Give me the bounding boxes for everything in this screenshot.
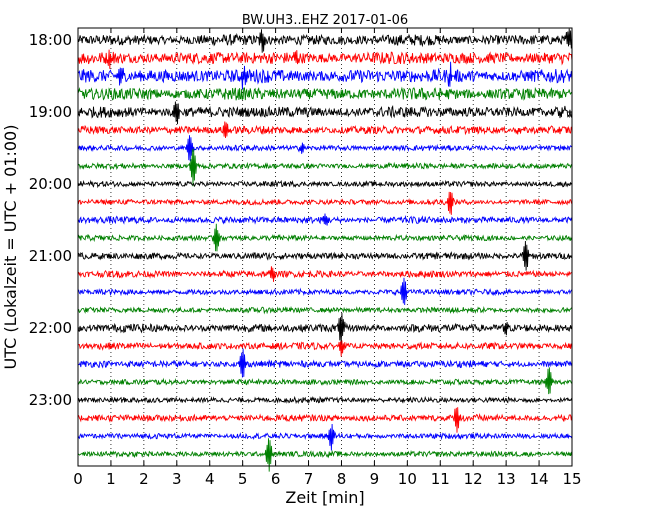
x-axis: 0 1 2 3 4 5 6 7 8 9 10 11 12 13 14 15 — [73, 28, 582, 488]
x-tick-label: 2 — [139, 470, 149, 488]
x-tick-label: 8 — [337, 470, 347, 488]
y-tick-label: 22:00 — [29, 319, 72, 337]
x-tick-label: 13 — [497, 470, 516, 488]
trace-20-30 — [77, 213, 573, 226]
y-tick-label: 21:00 — [29, 247, 72, 265]
y-tick-label: 20:00 — [29, 175, 72, 193]
trace-20-15 — [77, 191, 573, 215]
trace-23-30 — [77, 423, 573, 451]
trace-21-45 — [78, 305, 573, 315]
x-tick-label: 15 — [562, 470, 581, 488]
trace-22-00 — [77, 312, 573, 346]
y-tick-label: 23:00 — [29, 391, 72, 409]
x-tick-label: 4 — [205, 470, 215, 488]
y-axis-label: UTC (Lokalzeit = UTC + 01:00) — [1, 125, 20, 370]
trace-21-30 — [77, 277, 573, 306]
trace-22-15 — [77, 340, 573, 357]
trace-18-00 — [77, 28, 573, 53]
trace-21-00 — [77, 240, 573, 271]
trace-18-15 — [77, 49, 573, 69]
trace-21-15 — [77, 266, 573, 282]
x-tick-label: 0 — [73, 470, 83, 488]
trace-22-45 — [77, 367, 573, 395]
chart-title: BW.UH3..EHZ 2017-01-06 — [242, 13, 408, 28]
x-tick-label: 3 — [172, 470, 182, 488]
trace-19-00 — [77, 101, 573, 125]
y-axis: 18:00 19:00 20:00 21:00 22:00 23:00 — [29, 31, 572, 409]
x-tick-label: 14 — [530, 470, 549, 488]
x-tick-label: 10 — [398, 470, 417, 488]
plot-frame — [77, 27, 573, 467]
x-axis-label: Zeit [min] — [285, 488, 364, 507]
y-tick-label: 18:00 — [29, 31, 72, 49]
trace-19-45 — [77, 148, 573, 187]
trace-19-15 — [77, 121, 573, 139]
trace-23-15 — [77, 407, 573, 433]
trace-18-30 — [77, 61, 573, 90]
x-tick-label: 9 — [370, 470, 380, 488]
x-tick-label: 12 — [464, 470, 483, 488]
trace-23-45 — [77, 438, 573, 472]
trace-23-00 — [77, 395, 573, 405]
trace-22-30 — [77, 348, 573, 378]
x-tick-label: 6 — [271, 470, 281, 488]
trace-20-45 — [77, 223, 573, 252]
x-tick-label: 1 — [106, 470, 116, 488]
x-tick-label: 11 — [431, 470, 450, 488]
trace-20-00 — [77, 179, 573, 189]
trace-18-45 — [77, 86, 573, 101]
x-tick-label: 5 — [238, 470, 248, 488]
y-tick-label: 19:00 — [29, 103, 72, 121]
x-tick-label: 7 — [304, 470, 314, 488]
trace-19-30 — [77, 135, 573, 162]
traces-group — [77, 28, 573, 472]
